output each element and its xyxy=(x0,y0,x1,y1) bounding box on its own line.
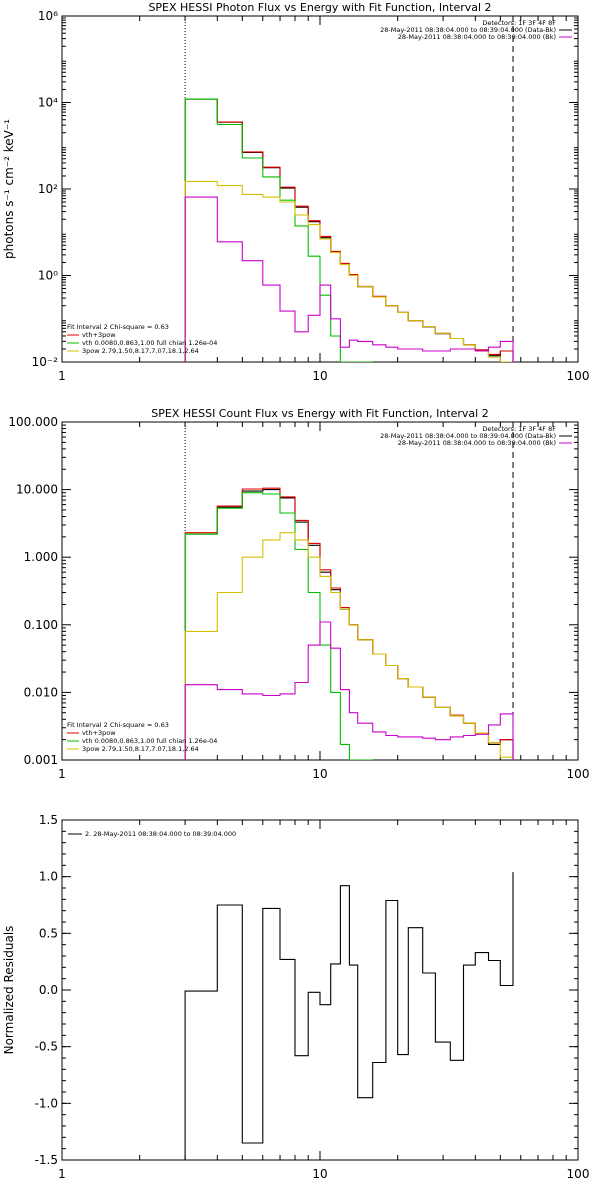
legend-top-right-entry: 28-May-2011 08:38:04.000 to 08:39:04.000… xyxy=(398,33,556,41)
legend-top-right-entry: Detectors: 1F 3F 4F 8F xyxy=(482,19,556,27)
series-vth-line xyxy=(184,492,373,760)
x-tick-label: 1 xyxy=(58,767,66,781)
x-tick-label: 1 xyxy=(58,369,66,383)
x-tick-label: 10 xyxy=(312,1167,327,1181)
y-tick-label: 0.100 xyxy=(24,618,58,632)
series-3pow-line xyxy=(184,180,513,362)
legend-bottom-left-entry: 3pow 2.79,1.50,8.17,7.07,18.1,2.64 xyxy=(82,745,199,753)
x-tick-label: 100 xyxy=(567,369,590,383)
chart-title: SPEX HESSI Photon Flux vs Energy with Fi… xyxy=(148,1,491,14)
legend-bottom-left-entry: vth+3pow xyxy=(82,331,116,339)
legend-top-right-entry: 28-May-2011 08:38:04.000 to 08:39:04.000… xyxy=(380,26,556,34)
y-tick-label: 10² xyxy=(38,182,58,196)
plot-frame xyxy=(61,819,579,1161)
legend-bottom-left-entry: Fit Interval 2 Chi-square = 0.63 xyxy=(67,721,169,729)
y-tick-label: 1.5 xyxy=(39,813,58,827)
series-data-bk-line xyxy=(184,98,514,362)
y-tick-label: 0.001 xyxy=(24,753,58,767)
series-group xyxy=(184,487,514,760)
y-axis-label: photons s⁻¹ cm⁻² keV⁻¹ xyxy=(2,119,16,259)
plot-frame xyxy=(61,421,579,761)
y-tick-label: 1.000 xyxy=(24,550,58,564)
y-tick-label: -1.5 xyxy=(35,1153,58,1167)
x-tick-label: 1 xyxy=(58,1167,66,1181)
series-bk-line xyxy=(184,196,514,362)
x-tick-label: 10 xyxy=(312,767,327,781)
y-axis-label: Normalized Residuals xyxy=(2,926,16,1055)
x-tick-label: 100 xyxy=(567,1167,590,1181)
chart-2: SPEX HESSI Count Flux vs Energy with Fit… xyxy=(8,407,589,781)
y-tick-label: 10⁶ xyxy=(38,9,58,23)
series-vth-3pow-line xyxy=(184,98,514,362)
y-tick-label: 10.000 xyxy=(16,483,58,497)
y-tick-label: 0.0 xyxy=(39,983,58,997)
x-tick-label: 10 xyxy=(312,369,327,383)
legend-top-left-entry: 2. 28-May-2011 08:38:04.000 to 08:39:04.… xyxy=(85,830,236,838)
chart-3: Normalized Residuals 1 10 100 -1.5 -1.0 -0.5 0.… xyxy=(2,813,589,1181)
y-tick-label: 100.000 xyxy=(8,415,58,429)
y-tick-label: 10⁻² xyxy=(32,355,59,369)
y-tick-label: 0.010 xyxy=(24,685,58,699)
series-group xyxy=(184,872,514,1160)
legend-top-right-entry: 28-May-2011 08:38:04.000 to 08:39:04.000… xyxy=(380,432,556,440)
chart-1: SPEX HESSI Photon Flux vs Energy with Fi… xyxy=(2,1,589,383)
y-tick-label: 0.5 xyxy=(39,926,58,940)
legend-bottom-left-entry: 3pow 2.79,1.50,8.17,7.07,18.1,2.64 xyxy=(82,347,199,355)
series-group xyxy=(184,98,514,362)
series-residuals-line xyxy=(184,872,514,1160)
x-tick-label: 100 xyxy=(567,767,590,781)
chart-title: SPEX HESSI Count Flux vs Energy with Fit… xyxy=(151,407,488,420)
legend-bottom-left-entry: vth 0.0080,0.863,1.00 full chian 1.26e-0… xyxy=(82,339,217,347)
series-3pow-line xyxy=(184,532,514,760)
y-tick-label: 1.0 xyxy=(39,870,58,884)
y-tick-label: 10⁰ xyxy=(38,269,58,283)
y-tick-label: 10⁴ xyxy=(38,96,58,110)
series-vth-line xyxy=(184,98,373,362)
legend-bottom-left-entry: vth 0.0080,0.863,1.00 full chian 1.26e-0… xyxy=(82,737,217,745)
y-tick-label: -0.5 xyxy=(35,1040,58,1054)
y-tick-label: -1.0 xyxy=(35,1096,58,1110)
legend-top-right-entry: Detectors: 1F 3F 4F 8F xyxy=(482,425,556,433)
legend-bottom-left-entry: Fit Interval 2 Chi-square = 0.63 xyxy=(67,323,169,331)
series-bk-line xyxy=(184,621,514,760)
legend-top-right-entry: 28-May-2011 08:38:04.000 to 08:39:04.000… xyxy=(398,439,556,447)
legend-bottom-left-entry: vth+3pow xyxy=(82,729,116,737)
